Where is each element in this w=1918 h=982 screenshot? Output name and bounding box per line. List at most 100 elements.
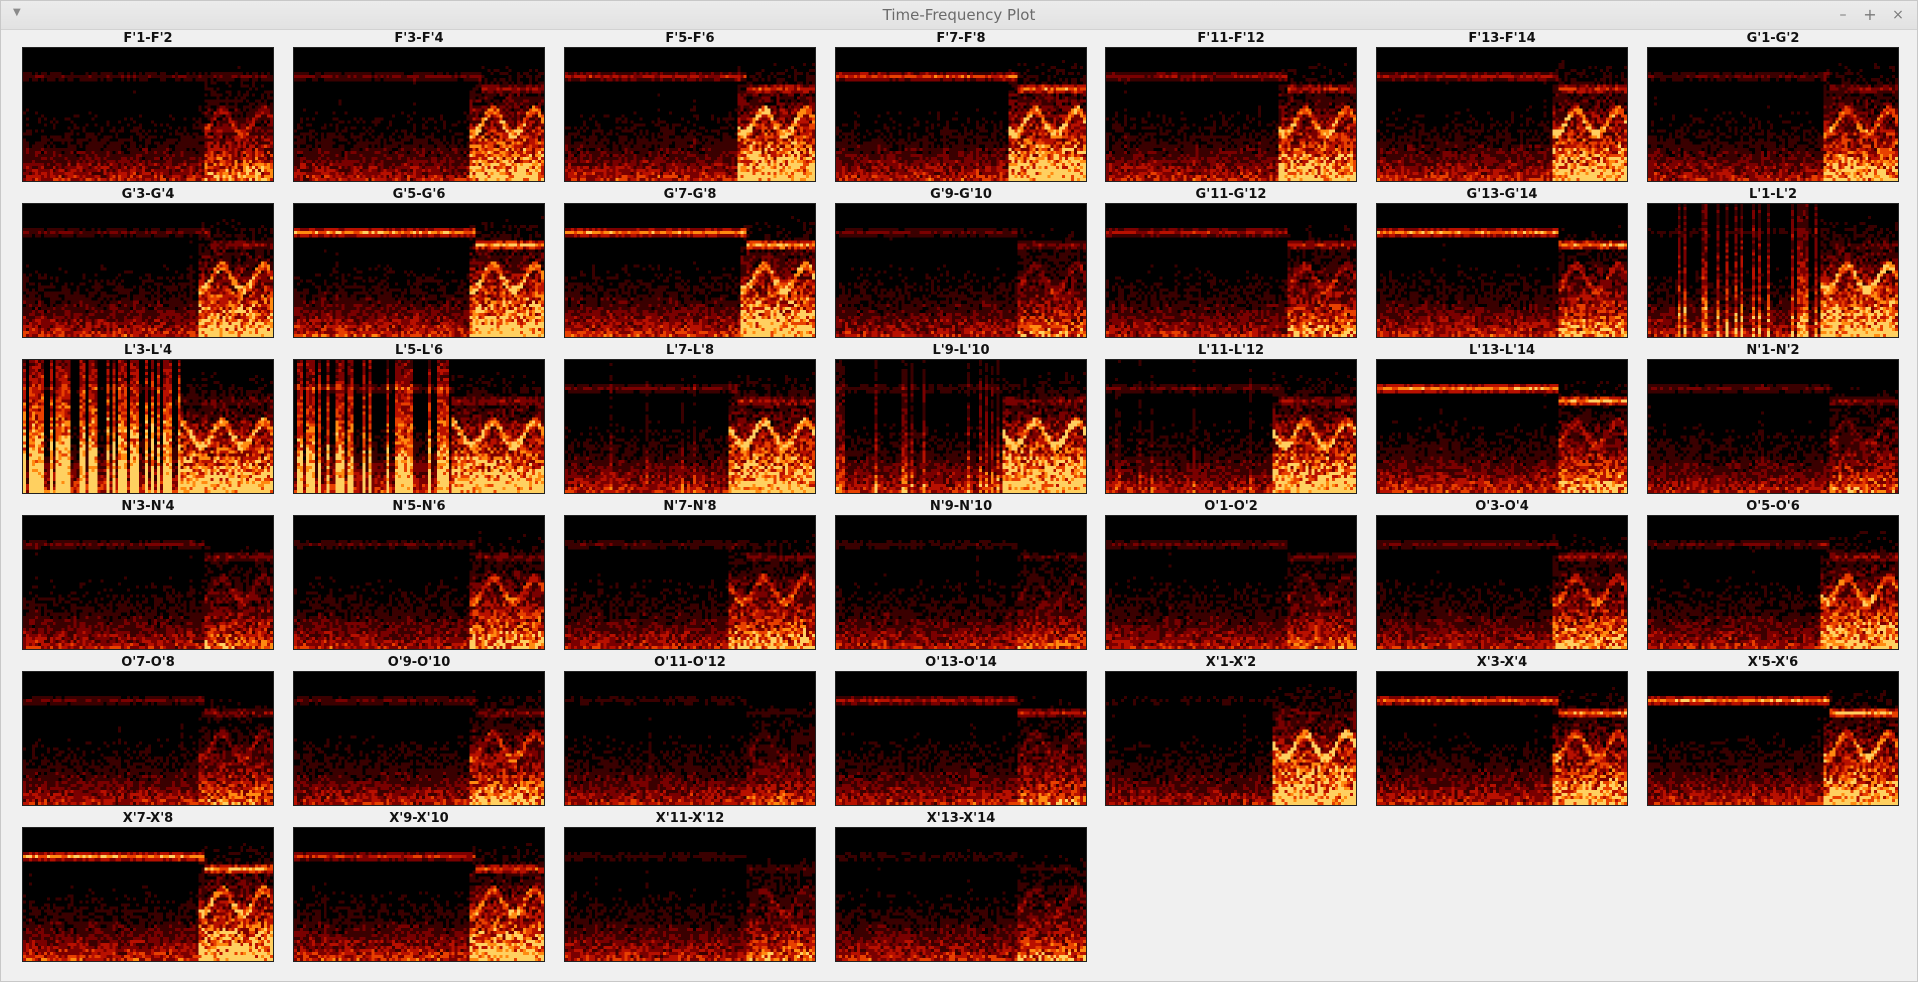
heatmap-cell — [470, 160, 473, 163]
heatmap-cell — [35, 175, 38, 178]
heatmap-cell — [395, 142, 398, 145]
tf-plot-axes[interactable] — [293, 47, 545, 182]
heatmap-cell — [306, 130, 309, 133]
heatmap-cell — [77, 136, 80, 139]
heatmap-cell — [41, 142, 44, 145]
heatmap-cell — [476, 108, 479, 111]
heatmap-cell — [383, 175, 386, 178]
heatmap-cell — [80, 75, 83, 78]
heatmap-cell — [35, 142, 38, 145]
heatmap-cell — [41, 78, 44, 81]
heatmap-cell — [68, 145, 71, 148]
heatmap-cell — [243, 66, 246, 69]
heatmap-cell — [249, 157, 252, 160]
heatmap-cell — [541, 130, 544, 133]
heatmap-cell — [163, 145, 166, 148]
heatmap-cell — [359, 108, 362, 111]
heatmap-cell — [482, 108, 485, 111]
heatmap-cell — [511, 142, 514, 145]
heatmap-cell — [354, 78, 357, 81]
heatmap-cell — [535, 75, 538, 78]
heatmap-cell — [365, 145, 368, 148]
heatmap-cell — [538, 111, 541, 114]
heatmap-cell — [401, 169, 404, 172]
heatmap-cell — [225, 145, 228, 148]
heatmap-cell — [219, 93, 222, 96]
close-icon[interactable]: × — [1888, 4, 1908, 26]
heatmap-cell — [303, 166, 306, 169]
heatmap-cell — [348, 87, 351, 90]
heatmap-cell — [416, 154, 419, 157]
heatmap-cell — [365, 136, 368, 139]
heatmap-cell — [538, 130, 541, 133]
heatmap-cell — [100, 160, 103, 163]
heatmap-cell — [315, 145, 318, 148]
heatmap-cell — [258, 178, 261, 181]
heatmap-cell — [380, 160, 383, 163]
tf-plot-axes[interactable] — [564, 47, 816, 182]
heatmap-cell — [100, 166, 103, 169]
heatmap-cell — [526, 148, 529, 151]
heatmap-cell — [109, 178, 112, 181]
heatmap-cell — [583, 172, 586, 175]
heatmap-cell — [175, 157, 178, 160]
heatmap-cell — [446, 154, 449, 157]
heatmap-cell — [130, 157, 133, 160]
heatmap-cell — [166, 72, 169, 75]
heatmap-cell — [342, 121, 345, 124]
heatmap-cell — [357, 111, 360, 114]
minimize-icon[interactable]: – — [1833, 4, 1853, 26]
heatmap-cell — [467, 127, 470, 130]
heatmap-cell — [362, 151, 365, 154]
heatmap-cell — [565, 51, 568, 54]
heatmap-cell — [133, 72, 136, 75]
heatmap-cell — [535, 154, 538, 157]
heatmap-cell — [68, 127, 71, 130]
heatmap-cell — [470, 99, 473, 102]
heatmap-cell — [565, 160, 568, 163]
heatmap-cell — [571, 148, 574, 151]
heatmap-cell — [324, 72, 327, 75]
heatmap-cell — [32, 99, 35, 102]
maximize-icon[interactable]: + — [1860, 4, 1880, 26]
heatmap-cell — [413, 151, 416, 154]
heatmap-cell — [83, 66, 86, 69]
heatmap-cell — [50, 148, 53, 151]
heatmap-cell — [479, 133, 482, 136]
heatmap-cell — [493, 54, 496, 57]
heatmap-cell — [565, 139, 568, 142]
tf-plot-axes[interactable] — [22, 47, 274, 182]
heatmap-cell — [529, 81, 532, 84]
heatmap-cell — [523, 121, 526, 124]
heatmap-cell — [222, 57, 225, 60]
heatmap-cell — [354, 169, 357, 172]
heatmap-cell — [321, 90, 324, 93]
heatmap-cell — [151, 75, 154, 78]
heatmap-cell — [216, 96, 219, 99]
heatmap-cell — [252, 148, 255, 151]
heatmap-cell — [473, 118, 476, 121]
heatmap-cell — [100, 136, 103, 139]
heatmap-cell — [294, 163, 297, 166]
heatmap-cell — [404, 169, 407, 172]
heatmap-cell — [538, 145, 541, 148]
heatmap-cell — [297, 75, 300, 78]
heatmap-cell — [270, 148, 273, 151]
heatmap-cell — [401, 154, 404, 157]
heatmap-cell — [398, 78, 401, 81]
heatmap-cell — [440, 148, 443, 151]
heatmap-cell — [339, 139, 342, 142]
heatmap-cell — [196, 142, 199, 145]
heatmap-cell — [419, 175, 422, 178]
window-titlebar[interactable]: ▼ Time-Frequency Plot – + × — [1, 1, 1917, 30]
heatmap-cell — [502, 72, 505, 75]
heatmap-cell — [184, 133, 187, 136]
heatmap-cell — [508, 90, 511, 93]
heatmap-cell — [213, 72, 216, 75]
heatmap-cell — [261, 154, 264, 157]
heatmap-cell — [339, 102, 342, 105]
heatmap-cell — [434, 93, 437, 96]
heatmap-cell — [47, 93, 50, 96]
heatmap-cell — [345, 133, 348, 136]
heatmap-cell — [133, 145, 136, 148]
